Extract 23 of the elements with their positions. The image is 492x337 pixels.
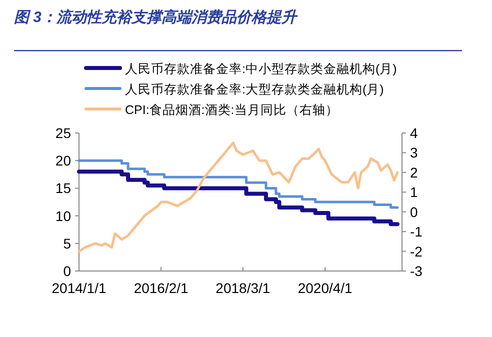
x-tick-label: 2016/2/1 [134, 280, 189, 296]
legend-label: 人民币存款准备金率:大型存款类金融机构(月) [125, 82, 384, 96]
y-tick-label: 10 [55, 208, 72, 224]
legend-label: CPI:食品烟酒:酒类:当月同比（右轴） [125, 103, 338, 117]
x-tick-label: 2014/1/1 [52, 280, 106, 296]
x-tick-label: 2018/3/1 [216, 280, 270, 296]
line-series [78, 142, 399, 253]
y2-tick-label: 4 [410, 125, 418, 141]
chart-title: 图 3：流动性充裕支撑高端消费品价格提升 [14, 8, 299, 26]
y-tick-label: 15 [55, 180, 72, 196]
y2-tick-label: 1 [410, 184, 418, 200]
y2-tick-label: -3 [410, 263, 423, 279]
y2-tick-label: 2 [410, 164, 418, 180]
y-tick-label: 0 [63, 263, 72, 279]
y-tick-label: 25 [55, 125, 72, 141]
y-tick-label: 20 [55, 152, 72, 169]
y2-tick-label: -1 [410, 224, 423, 240]
legend-label: 人民币存款准备金率:中小型存款类金融机构(月) [125, 61, 397, 76]
y2-tick-label: 0 [410, 204, 418, 220]
y2-tick-label: -2 [410, 243, 423, 260]
x-tick-label: 2020/4/1 [298, 280, 353, 296]
y-tick-label: 5 [63, 235, 72, 252]
y2-tick-label: 3 [410, 144, 418, 161]
